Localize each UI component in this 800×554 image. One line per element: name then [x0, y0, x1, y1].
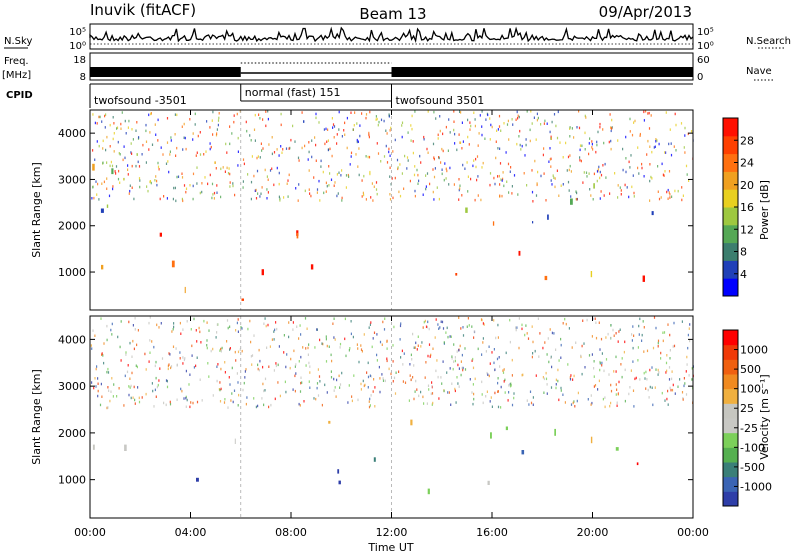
power-yaxis-tick-0: 1000 [58, 266, 86, 279]
velocity-colorbar: 1000 500 100 25 -25 -100 -500 -1000 [722, 329, 772, 507]
power-cbar-tick-2: 20 [740, 179, 754, 192]
freq-bar-1 [90, 67, 241, 77]
velocity-y-axis-label: Slant Range [km] [30, 369, 43, 465]
vel-yaxis-tick-2: 3000 [58, 380, 86, 393]
power-yaxis-tick-1: 2000 [58, 220, 86, 233]
vel-cbar-swatch-9 [723, 359, 738, 375]
velocity-y-axis: 1000 2000 3000 4000 [58, 333, 693, 487]
power-heatmap [91, 110, 694, 310]
x-axis-label: Time UT [367, 541, 413, 554]
power-cbar-swatch-6 [723, 171, 738, 190]
power-cbar-swatch-3 [723, 224, 738, 244]
time-x-axis: 00:00 04:00 08:00 12:00 16:00 20:00 00:00 [74, 110, 709, 539]
vel-yaxis-tick-0: 1000 [58, 474, 86, 487]
cpid-segment-2: normal (fast) 151 [245, 86, 341, 99]
power-cbar-tick-6: 4 [740, 268, 747, 281]
freq-bar-3 [391, 67, 693, 77]
vel-cbar-tick-5: -100 [740, 441, 765, 454]
vel-cbar-swatch-10 [723, 344, 738, 360]
nave-label: Nave [746, 66, 772, 77]
cpid-segment-1: twofsound -3501 [94, 94, 187, 107]
vel-yaxis-tick-3: 4000 [58, 333, 86, 346]
vel-cbar-swatch-5 [723, 418, 738, 434]
vel-cbar-tick-2: 100 [740, 383, 761, 396]
power-cbar-swatch-2 [723, 242, 738, 261]
nsky-label: N.Sky [4, 36, 32, 47]
vel-cbar-swatch-4 [723, 432, 738, 448]
vel-cbar-swatch-3 [723, 447, 738, 463]
power-cbar-swatch-1 [723, 260, 738, 279]
vel-cbar-swatch-8 [723, 374, 738, 390]
noise-tick-left-top: 10⁵ [69, 27, 86, 38]
power-cbar-swatch-0 [723, 278, 738, 297]
nsearch-label: N.Search [746, 36, 791, 47]
power-cbar-swatch-7 [723, 153, 738, 172]
x-tick-5: 20:00 [577, 526, 609, 539]
power-cbar-tick-1: 24 [740, 157, 754, 170]
noise-tick-right-top: 10⁵ [697, 27, 714, 38]
power-cbar-swatch-5 [723, 189, 738, 208]
power-cbar-tick-4: 12 [740, 223, 754, 236]
freq-panel-frame [89, 52, 694, 81]
vel-cbar-tick-7: -1000 [740, 480, 772, 493]
nave-tick-bottom: 0 [697, 72, 703, 83]
station-title: Inuvik (fitACF) [90, 1, 196, 19]
vel-cbar-swatch-7 [723, 388, 738, 404]
x-tick-6: 00:00 [677, 526, 709, 539]
cpid-segments: twofsound -3501 normal (fast) 151 twofsoun… [89, 84, 485, 108]
freq-tick-top: 18 [73, 55, 86, 66]
x-tick-2: 08:00 [275, 526, 307, 539]
vel-yaxis-tick-1: 2000 [58, 427, 86, 440]
cpid-segment-3: twofsound 3501 [396, 94, 485, 107]
vel-cbar-tick-3: 25 [740, 402, 754, 415]
vel-cbar-tick-1: 500 [740, 363, 761, 376]
beam-title: Beam 13 [359, 5, 426, 23]
power-y-axis-label: Slant Range [km] [30, 162, 43, 258]
vel-cbar-tick-4: -25 [740, 422, 758, 435]
vel-cbar-swatch-6 [723, 403, 738, 419]
power-cbar-tick-5: 8 [740, 246, 747, 259]
vel-cbar-swatch-0 [723, 491, 738, 507]
vel-cbar-tick-0: 1000 [740, 344, 768, 357]
power-cbar-swatch-8 [723, 135, 738, 155]
freq-tick-bottom: 8 [80, 72, 86, 83]
noise-sky-line [89, 26, 694, 43]
power-yaxis-tick-3: 4000 [58, 127, 86, 140]
x-tick-0: 00:00 [74, 526, 106, 539]
velocity-heatmap [90, 316, 694, 518]
power-colorbar: 28 24 20 16 12 8 4 [722, 117, 754, 297]
frequency-trace [90, 62, 693, 77]
cpid-label: CPID [6, 90, 33, 101]
vel-cbar-tick-6: -500 [740, 461, 765, 474]
noise-tick-right-bottom: 10⁰ [697, 41, 714, 52]
x-tick-4: 16:00 [476, 526, 508, 539]
power-yaxis-tick-2: 3000 [58, 173, 86, 186]
noise-panel-frame [89, 23, 694, 50]
noise-tick-left-bottom: 10⁰ [69, 41, 86, 52]
freq-unit: [MHz] [2, 70, 31, 81]
x-tick-1: 04:00 [175, 526, 207, 539]
power-y-axis: 1000 2000 3000 4000 [58, 127, 693, 279]
freq-label: Freq. [4, 56, 29, 67]
velocity-colorbar-label: Velocity [m s⁻¹] [758, 374, 771, 459]
power-cbar-tick-0: 28 [740, 134, 754, 147]
noise-trace [89, 26, 694, 45]
vel-cbar-swatch-2 [723, 462, 738, 478]
date-title: 09/Apr/2013 [599, 3, 692, 21]
power-cbar-swatch-9 [723, 118, 738, 137]
x-tick-3: 12:00 [376, 526, 408, 539]
vel-cbar-swatch-1 [723, 476, 738, 492]
power-colorbar-label: Power [dB] [758, 180, 771, 240]
nave-tick-top: 60 [697, 55, 710, 66]
power-cbar-swatch-4 [723, 207, 738, 226]
power-cbar-tick-3: 16 [740, 201, 754, 214]
vel-cbar-swatch-11 [723, 330, 738, 346]
